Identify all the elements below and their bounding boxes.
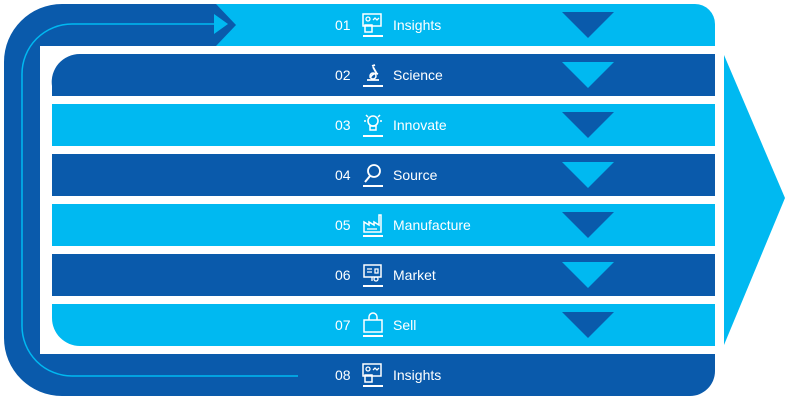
- microscope-icon: [363, 64, 383, 87]
- step-02: 02 Science: [51, 53, 716, 96]
- step-label: Market: [393, 267, 436, 283]
- step-number: 08: [335, 367, 351, 383]
- row-01-band: [215, 4, 715, 46]
- factory-icon: [363, 214, 383, 237]
- step-label: Insights: [393, 17, 441, 33]
- step-number: 06: [335, 267, 351, 283]
- step-label: Manufacture: [393, 217, 471, 233]
- down-arrow-icon: [562, 262, 614, 288]
- step-05: 05 Manufacture: [52, 204, 715, 246]
- step-number: 04: [335, 167, 351, 183]
- loop-guide-line: [21, 23, 298, 377]
- step-04: 04 Source: [52, 154, 715, 196]
- step-band: [52, 204, 715, 246]
- step-06: 06 Market: [52, 254, 715, 296]
- step-label: Insights: [393, 367, 441, 383]
- step-label: Science: [393, 67, 443, 83]
- step-number: 07: [335, 317, 351, 333]
- step-07: 07 Sell: [52, 304, 715, 346]
- down-arrow-icon: [562, 112, 614, 138]
- step-label: Source: [393, 167, 438, 183]
- down-arrow-icon: [562, 162, 614, 188]
- step-08: 08 Insights: [335, 363, 441, 387]
- step-number: 03: [335, 117, 351, 133]
- flow-arrow-right: [724, 55, 785, 345]
- step-band: [52, 104, 715, 146]
- presentation-board-icon: [362, 13, 383, 37]
- step-band: [52, 154, 715, 196]
- outer-loop-band: [4, 4, 715, 396]
- step-label: Innovate: [393, 117, 447, 133]
- step-03: 03 Innovate: [52, 104, 715, 146]
- loop-guide-arrowhead: [214, 14, 228, 34]
- step-band: [52, 254, 715, 296]
- magnifier-icon: [363, 164, 383, 187]
- step-band: [52, 304, 715, 346]
- step-01: 01 Insights: [335, 12, 614, 38]
- down-arrow-icon: [562, 12, 614, 38]
- step-label: Sell: [393, 317, 416, 333]
- down-arrow-icon: [562, 312, 614, 338]
- step-number: 05: [335, 217, 351, 233]
- billboard-icon: [363, 264, 383, 287]
- presentation-board-icon: [362, 363, 383, 387]
- down-arrow-icon: [562, 212, 614, 238]
- step-number: 02: [335, 67, 351, 83]
- step-band: [51, 53, 716, 96]
- step-number: 01: [335, 17, 351, 33]
- lightbulb-icon: [363, 114, 383, 137]
- shopping-bag-icon: [363, 312, 383, 337]
- down-arrow-icon: [562, 62, 614, 88]
